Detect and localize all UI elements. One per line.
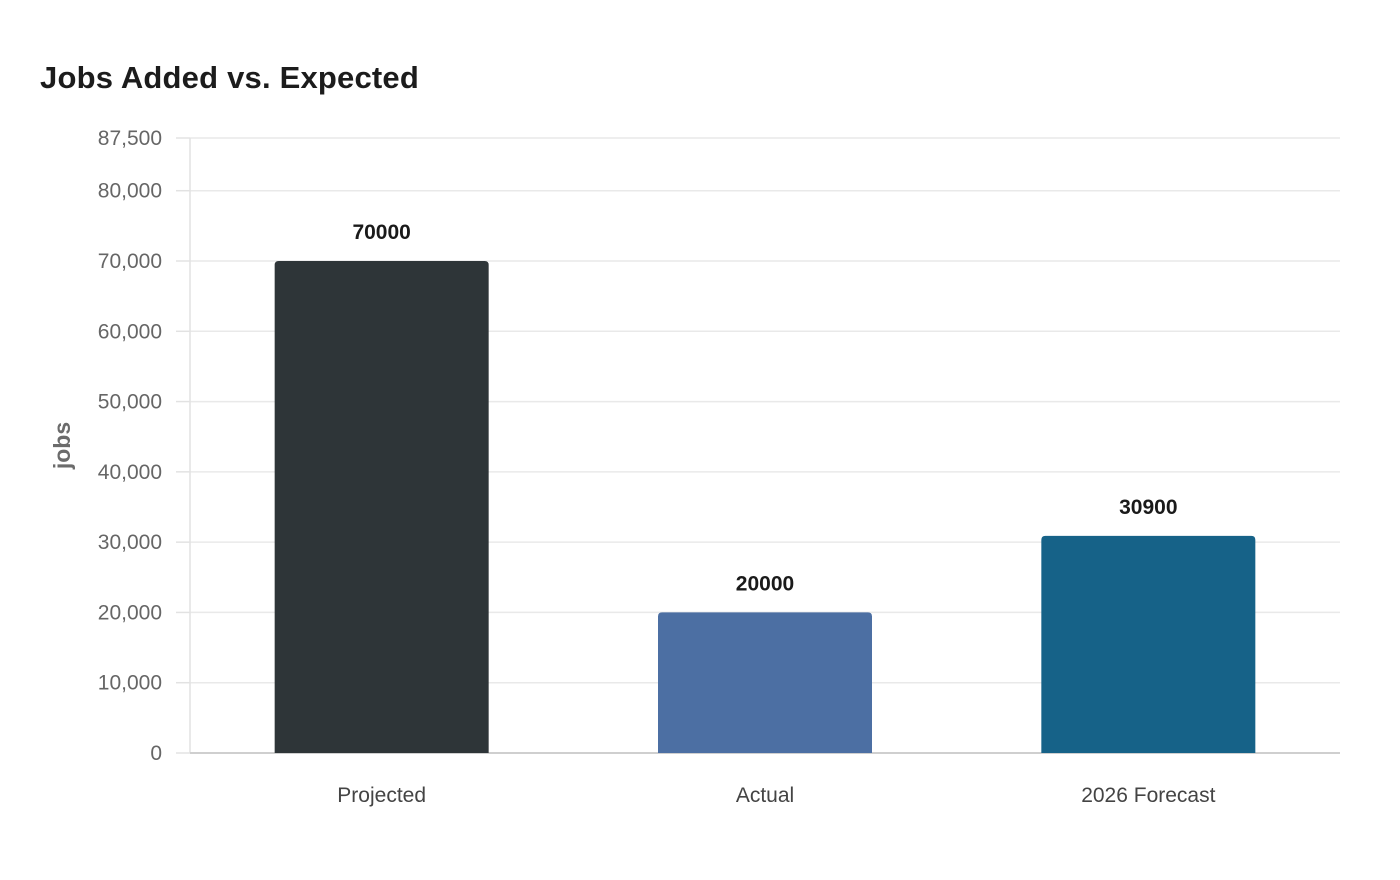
chart-title: Jobs Added vs. Expected bbox=[40, 60, 420, 95]
y-tick-label: 70,000 bbox=[98, 250, 162, 273]
y-tick-label: 30,000 bbox=[98, 531, 162, 554]
y-tick-label: 50,000 bbox=[98, 391, 162, 414]
x-tick-label: 2026 Forecast bbox=[1081, 784, 1215, 807]
y-tick-label: 10,000 bbox=[98, 672, 162, 695]
x-tick-label: Projected bbox=[337, 784, 426, 807]
value-label: 70000 bbox=[352, 221, 410, 244]
y-tick-label: 40,000 bbox=[98, 461, 162, 484]
bar-projected bbox=[274, 261, 489, 753]
bars bbox=[274, 261, 1256, 753]
y-tick-label: 87,500 bbox=[98, 127, 162, 150]
y-tick-label: 0 bbox=[150, 742, 162, 765]
value-label: 20000 bbox=[736, 572, 794, 595]
labels: 70000 Projected 20000 Actual 30900 2026 Forec… bbox=[337, 221, 1215, 807]
y-tick-label: 80,000 bbox=[98, 180, 162, 203]
y-axis-label: jobs bbox=[49, 422, 75, 470]
value-label: 30900 bbox=[1119, 496, 1177, 519]
bar-actual bbox=[658, 612, 872, 753]
y-tick-label: 60,000 bbox=[98, 320, 162, 343]
y-tick-label: 20,000 bbox=[98, 601, 162, 624]
bar-2026-forecast bbox=[1041, 535, 1256, 753]
x-tick-label: Actual bbox=[736, 784, 794, 807]
